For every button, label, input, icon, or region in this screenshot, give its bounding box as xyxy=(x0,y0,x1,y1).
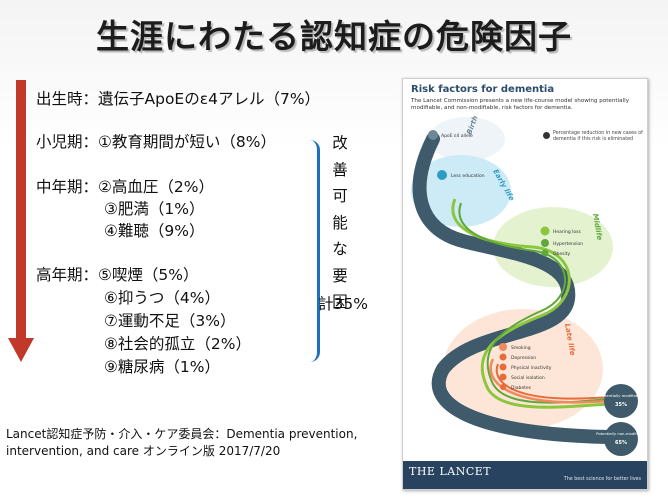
nonmodifiable-circle xyxy=(604,422,638,456)
svg-text:Potentially non-modifiable: Potentially non-modifiable xyxy=(596,431,646,436)
midlife-factor-2: ③肥満（1%） xyxy=(104,200,205,218)
factor-smoking: Smoking xyxy=(511,345,531,351)
modifiable-factors-label: 改 善 可 能 な 要 因 xyxy=(332,134,348,311)
latelife-factor-4: ⑧社会的孤立（2%） xyxy=(104,335,251,353)
latelife-factor-3: ⑦運動不足（3%） xyxy=(104,312,236,330)
life-course-diagram: Birth Early life Midlife Late life ApoE … xyxy=(411,115,646,456)
modifiable-bracket xyxy=(307,140,320,362)
citation: Lancet認知症予防・介入・ケア委員会：Dementia prevention… xyxy=(6,427,358,458)
factor-hypertension: Hypertension xyxy=(553,241,583,247)
lancet-figure: Risk factors for dementia The Lancet Com… xyxy=(402,78,648,490)
figure-subtitle: The Lancet Commission presents a new lif… xyxy=(411,98,630,111)
factor-diabetes: Diabetes xyxy=(511,385,532,391)
birth-factor: 出生時：遺伝子ApoEのε4アレル（7%） xyxy=(36,90,321,108)
latelife-factor-2: ⑥抑うつ（4%） xyxy=(104,289,220,307)
lancet-logo: THE LANCET xyxy=(409,465,492,478)
factor-isolation: Social isolation xyxy=(511,375,545,381)
factor-hearing: Hearing loss xyxy=(553,229,581,235)
figure-footer: THE LANCET The best science for better l… xyxy=(403,461,647,489)
factor-depression: Depression xyxy=(511,355,536,361)
legend-dot-icon xyxy=(543,132,550,139)
lancet-tagline: The best science for better lives xyxy=(563,477,641,482)
slide-title: 生涯にわたる認知症の危険因子 xyxy=(96,17,572,56)
figure-legend: Percentage reduction in new cases of dem… xyxy=(543,131,643,143)
latelife-factor-1: 高年期：⑤喫煙（5%） xyxy=(36,266,199,284)
factor-apoe: ApoE ε4 allele xyxy=(441,133,473,139)
modifiable-circle xyxy=(604,384,638,418)
figure-title: Risk factors for dementia xyxy=(411,84,555,95)
midlife-factor-3: ④難聴（9%） xyxy=(104,222,205,240)
svg-text:35%: 35% xyxy=(615,402,627,408)
timeline-arrow xyxy=(8,80,34,362)
factor-inactivity: Physical inactivity xyxy=(511,365,552,371)
factor-obesity: Obesity xyxy=(553,251,571,257)
svg-text:65%: 65% xyxy=(615,440,627,446)
midlife-factor-1: 中年期：②高血圧（2%） xyxy=(36,178,214,196)
latelife-factor-5: ⑨糖尿病（1%） xyxy=(104,358,220,376)
factor-education: Less education xyxy=(451,173,485,179)
svg-text:Potentially modifiable: Potentially modifiable xyxy=(600,393,642,398)
total-percentage: 計35% xyxy=(318,295,368,313)
early-life-bubble xyxy=(411,155,511,227)
midlife-bubble xyxy=(493,207,613,287)
child-factor: 小児期：①教育期間が短い（8%） xyxy=(36,133,276,151)
